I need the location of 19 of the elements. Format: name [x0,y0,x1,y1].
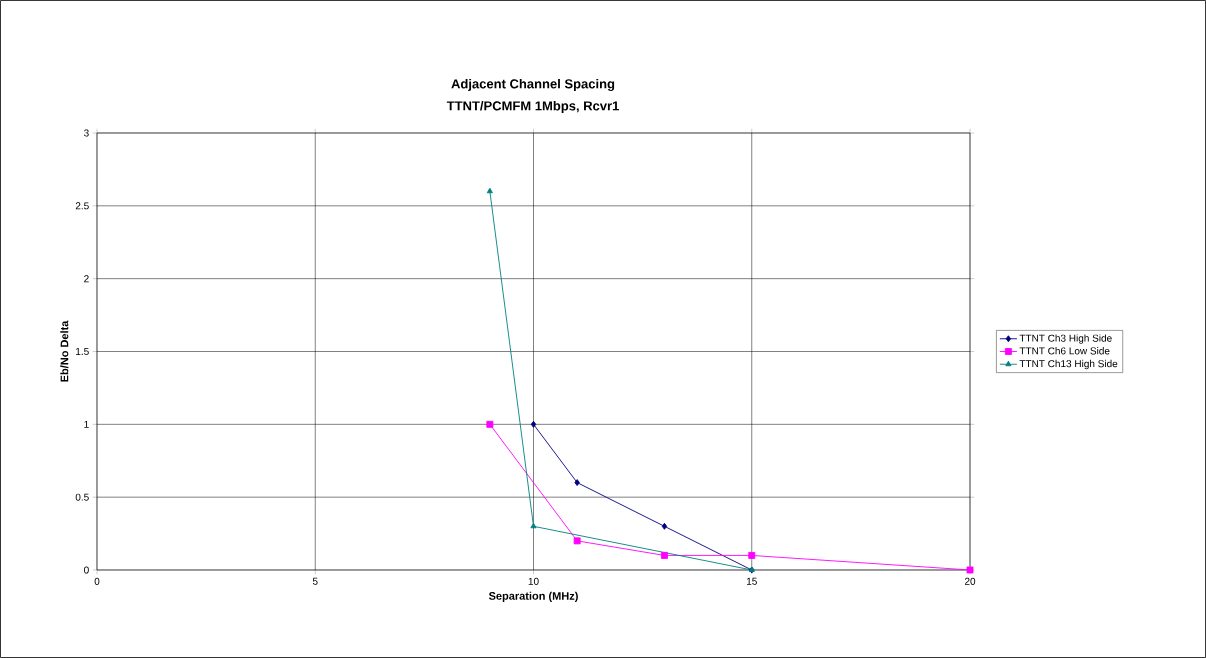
x-tick-label: 10 [528,577,539,585]
legend-label: TTNT Ch13 High Side [1019,359,1118,370]
x-tick-label: 15 [746,577,757,585]
y-tick-label: 1 [84,420,89,428]
y-tick-label: 0 [84,566,89,574]
x-tick-label: 5 [312,577,318,585]
chart-title: Adjacent Channel Spacing [451,78,615,92]
chart-subtitle: TTNT/PCMFM 1Mbps, Rcvr1 [446,100,619,114]
x-tick-label: 0 [94,577,100,585]
y-tick-label: 1.5 [76,348,89,355]
x-tick-label: 20 [964,577,976,585]
y-tick-label: 0.5 [75,493,89,501]
y-tick-label: 3 [84,129,89,137]
legend-label: TTNT Ch3 High Side [1019,334,1112,344]
x-axis-title: Separation (MHz) [488,591,578,602]
y-tick-label: 2.5 [75,202,89,210]
y-tick-label: 2 [84,275,89,283]
y-axis-title: Eb/No Delta [60,320,69,382]
legend-label: TTNT Ch6 Low Side [1019,347,1110,355]
